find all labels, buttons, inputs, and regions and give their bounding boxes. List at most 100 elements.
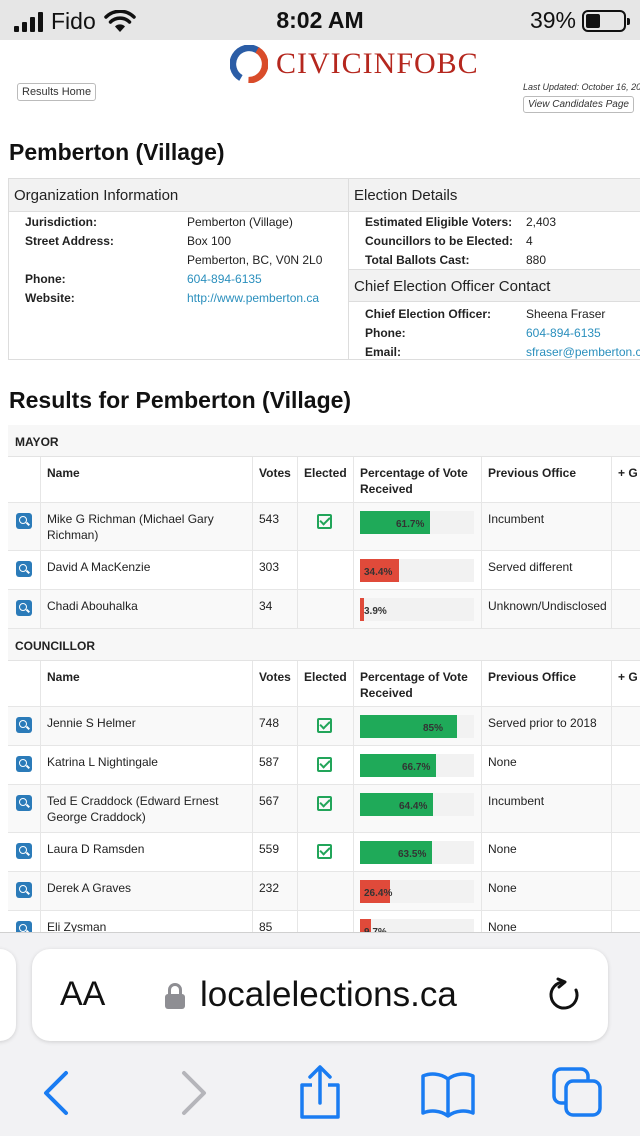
vote-bar-fill bbox=[360, 919, 371, 942]
page-title: Pemberton (Village) bbox=[9, 139, 225, 165]
col-pct[interactable]: Percentage of Vote Received bbox=[354, 661, 482, 706]
col-votes[interactable]: Votes bbox=[253, 661, 298, 706]
vote-bar-fill bbox=[360, 880, 390, 903]
last-updated: Last Updated: October 16, 2022 bbox=[523, 82, 640, 92]
candidate-name: Jennie S Helmer bbox=[41, 707, 253, 745]
logo-text: CIVICINFOBC bbox=[276, 47, 479, 80]
carrier-name: Fido bbox=[51, 8, 96, 34]
vote-pct-label: 66.7% bbox=[402, 762, 431, 773]
vote-bar-fill bbox=[360, 754, 436, 777]
civicinfo-logo[interactable]: CIVICINFOBC bbox=[230, 44, 479, 84]
col-name[interactable]: Name bbox=[41, 457, 253, 502]
ballots-label: Total Ballots Cast: bbox=[365, 253, 470, 267]
candidate-row: Chadi Abouhalka 34 3.9% Unknown/Undisclosed bbox=[8, 590, 640, 629]
lock-icon bbox=[165, 983, 185, 1009]
safari-toolbar: AA localelections.ca bbox=[0, 932, 640, 1136]
vote-bar: 61.7% bbox=[360, 511, 474, 534]
address-label: Street Address: bbox=[25, 234, 114, 248]
elected-check-icon bbox=[317, 514, 332, 529]
previous-office: None bbox=[482, 911, 612, 949]
eligible-voters-label: Estimated Eligible Voters: bbox=[365, 215, 513, 229]
previous-office: None bbox=[482, 872, 612, 910]
signal-icon bbox=[14, 11, 43, 32]
candidate-name: Katrina L Nightingale bbox=[41, 746, 253, 784]
vote-bar-fill bbox=[360, 559, 399, 582]
phone-label: Phone: bbox=[25, 272, 66, 286]
candidate-row: Laura D Ramsden 559 63.5% None bbox=[8, 833, 640, 872]
address-line2: Pemberton, BC, V0N 2L0 bbox=[187, 253, 323, 267]
address-bar[interactable]: AA localelections.ca bbox=[32, 949, 608, 1041]
candidate-votes: 543 bbox=[253, 503, 298, 550]
col-name[interactable]: Name bbox=[41, 661, 253, 706]
tabs-icon[interactable] bbox=[548, 1063, 608, 1123]
magnify-icon[interactable] bbox=[16, 513, 32, 529]
councillors-value: 4 bbox=[526, 234, 533, 248]
col-elected[interactable]: Elected bbox=[298, 661, 354, 706]
ballots-value: 880 bbox=[526, 253, 547, 267]
logo-mark-icon bbox=[230, 45, 268, 83]
vote-pct-label: 63.5% bbox=[398, 849, 427, 860]
councillor-section-heading: COUNCILLOR bbox=[8, 629, 640, 661]
magnify-icon[interactable] bbox=[16, 882, 32, 898]
vote-bar-fill bbox=[360, 793, 433, 816]
magnify-icon[interactable] bbox=[16, 843, 32, 859]
col-votes[interactable]: Votes bbox=[253, 457, 298, 502]
candidate-row: David A MacKenzie 303 34.4% Served differen… bbox=[8, 551, 640, 590]
vote-bar: 34.4% bbox=[360, 559, 474, 582]
candidate-name: Ted E Craddock (Edward Ernest George Cra… bbox=[41, 785, 253, 832]
ceo-phone-link[interactable]: 604-894-6135 bbox=[526, 326, 601, 340]
ceo-email-link[interactable]: sfraser@pemberton.ca bbox=[526, 345, 640, 359]
col-prev[interactable]: Previous Office bbox=[482, 661, 612, 706]
candidate-row: Mike G Richman (Michael Gary Richman) 543… bbox=[8, 503, 640, 551]
website-label: Website: bbox=[25, 291, 75, 305]
magnify-icon[interactable] bbox=[16, 795, 32, 811]
org-info-heading: Organization Information bbox=[9, 179, 349, 212]
elected-check-icon bbox=[317, 757, 332, 772]
vote-pct-label: 61.7% bbox=[396, 519, 425, 530]
website-link[interactable]: http://www.pemberton.ca bbox=[187, 291, 320, 305]
previous-office: Incumbent bbox=[482, 503, 612, 550]
results-home-button[interactable]: Results Home bbox=[17, 83, 97, 101]
back-icon[interactable] bbox=[28, 1063, 88, 1123]
battery-percent: 39% bbox=[529, 7, 576, 33]
phone-link[interactable]: 604-894-6135 bbox=[187, 272, 262, 286]
magnify-icon[interactable] bbox=[16, 756, 32, 772]
vote-bar: 85% bbox=[360, 715, 474, 738]
magnify-icon[interactable] bbox=[16, 600, 32, 616]
candidate-votes: 232 bbox=[253, 872, 298, 910]
candidate-name: David A MacKenzie bbox=[41, 551, 253, 589]
reload-icon[interactable] bbox=[546, 977, 582, 1013]
vote-bar-fill bbox=[360, 715, 457, 738]
col-more[interactable]: + G bbox=[618, 466, 638, 480]
previous-tab-card[interactable] bbox=[0, 949, 16, 1041]
ceo-phone-label: Phone: bbox=[365, 326, 406, 340]
magnify-icon[interactable] bbox=[16, 717, 32, 733]
col-more[interactable]: + G bbox=[618, 670, 638, 684]
vote-bar: 3.9% bbox=[360, 598, 474, 621]
ceo-email-label: Email: bbox=[365, 345, 402, 359]
forward-icon[interactable] bbox=[162, 1063, 222, 1123]
vote-bar: 66.7% bbox=[360, 754, 474, 777]
vote-bar: 63.5% bbox=[360, 841, 474, 864]
view-candidates-button[interactable]: View Candidates Page bbox=[523, 96, 634, 113]
candidate-name: Chadi Abouhalka bbox=[41, 590, 253, 628]
col-prev[interactable]: Previous Office bbox=[482, 457, 612, 502]
text-size-button[interactable]: AA bbox=[60, 975, 105, 1014]
previous-office: Unknown/Undisclosed bbox=[482, 590, 612, 628]
previous-office: Incumbent bbox=[482, 785, 612, 832]
url-text[interactable]: localelections.ca bbox=[200, 975, 457, 1014]
col-pct[interactable]: Percentage of Vote Received bbox=[354, 457, 482, 502]
share-icon[interactable] bbox=[290, 1063, 350, 1123]
magnify-icon[interactable] bbox=[16, 561, 32, 577]
col-elected[interactable]: Elected bbox=[298, 457, 354, 502]
previous-office: None bbox=[482, 746, 612, 784]
info-panel: Organization Information Election Detail… bbox=[8, 178, 640, 360]
candidate-row: Katrina L Nightingale 587 66.7% None bbox=[8, 746, 640, 785]
jurisdiction-value: Pemberton (Village) bbox=[187, 215, 293, 229]
vote-pct-label: 26.4% bbox=[364, 888, 393, 899]
ceo-label: Chief Election Officer: bbox=[365, 307, 492, 321]
elected-check-icon bbox=[317, 796, 332, 811]
elected-check-icon bbox=[317, 718, 332, 733]
bookmarks-icon[interactable] bbox=[418, 1063, 478, 1123]
councillor-header-row: Name Votes Elected Percentage of Vote Re… bbox=[8, 661, 640, 707]
